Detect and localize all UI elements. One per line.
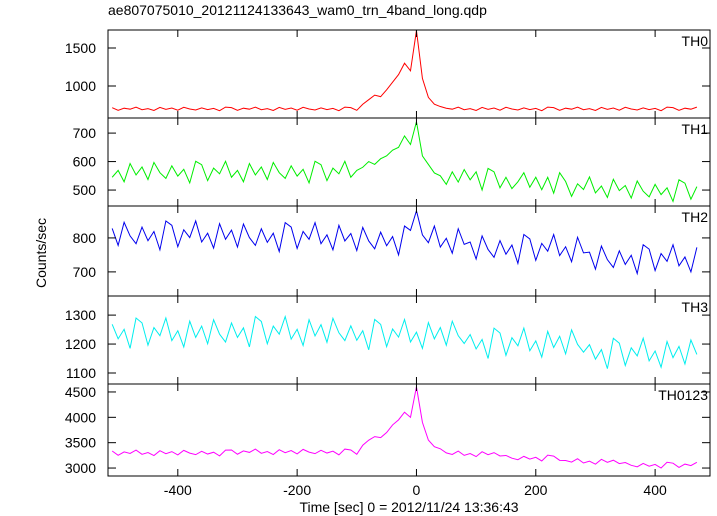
y-tick-label: 1000 [65,78,96,94]
panel-label: TH1 [682,121,709,137]
panel: 3000 3500 4000 4500 -400 -200 0 200 400 TH0123 [65,383,711,498]
y-tick-label: 700 [73,125,97,141]
x-axis-label: Time [sec] 0 = 2012/11/24 13:36:43 [299,499,518,515]
y-tick-label: 4500 [65,384,96,400]
panel-frame [107,29,711,119]
x-tick-label: -400 [164,482,192,498]
panel: 700 800 TH2 [73,205,711,297]
chart-title: ae807075010_20121124133643_wam0_trn_4ban… [108,2,487,18]
y-tick-label: 800 [73,230,97,246]
panel-label: TH0 [682,33,709,49]
data-line [111,121,698,203]
x-tick-label: 200 [524,482,548,498]
y-tick-label: 600 [73,154,97,170]
y-axis-label: Counts/sec [33,218,49,288]
y-tick-label: 3500 [65,435,96,451]
data-line [111,30,698,112]
panel-frame [107,383,711,477]
data-line [111,386,698,469]
x-tick-label: -200 [283,482,311,498]
panel: 1100 1200 1300 TH3 [65,295,711,385]
panel-label: TH2 [682,209,709,225]
panel-frame [107,117,711,207]
panel-label: TH0123 [658,387,708,403]
y-tick-label: 3000 [65,460,96,476]
y-tick-label: 1200 [65,336,96,352]
x-tick-label: 0 [413,482,421,498]
panel-frame [107,295,711,385]
y-tick-label: 1300 [65,307,96,323]
data-line [111,208,698,276]
data-line [111,314,698,369]
y-tick-label: 1100 [66,365,96,381]
y-tick-label: 500 [73,182,97,198]
panel-label: TH3 [682,299,709,315]
panel: 500 600 700 TH1 [73,117,711,207]
y-tick-label: 4000 [65,409,96,425]
y-tick-label: 700 [73,264,97,280]
y-tick-label: 1500 [65,40,96,56]
panel: 1000 1500 TH0 [65,29,711,119]
x-tick-label: 400 [643,482,667,498]
